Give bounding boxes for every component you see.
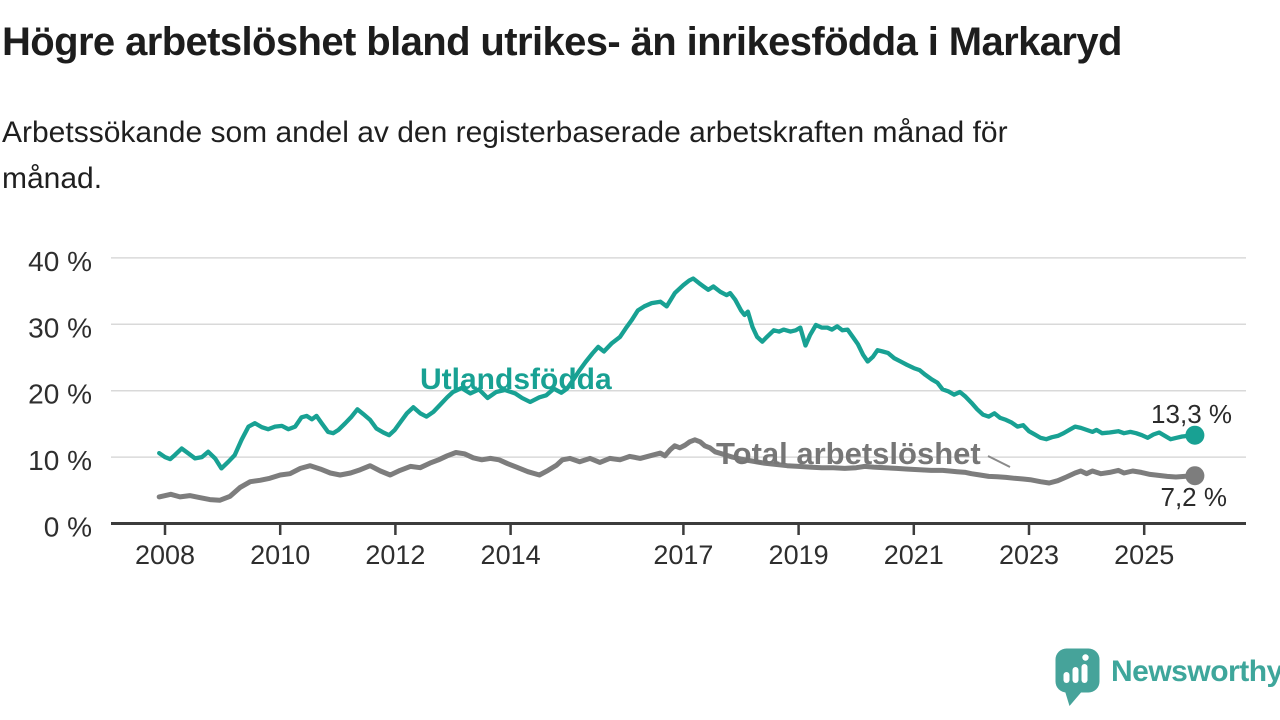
y-tick-label: 40 % [28, 246, 92, 277]
subtitle-line-1: Arbetssökande som andel av den registerb… [2, 116, 1008, 149]
gridlines: 0 % 10 % 20 % 30 % 40 % [28, 246, 1246, 543]
y-tick-label: 20 % [28, 379, 92, 410]
subtitle-line-2: månad. [2, 162, 103, 195]
page-title: Högre arbetslöshet bland utrikes- än inr… [2, 20, 1122, 64]
series-line-utlandsfodda [157, 276, 1198, 471]
label-leader-line [987, 455, 1011, 468]
series-line-total [156, 437, 1198, 503]
x-tick-label: 2019 [769, 540, 829, 570]
x-tick-label: 2025 [1114, 540, 1174, 570]
newsworthy-logo: Newsworthy [1055, 648, 1280, 708]
y-tick-label: 0 % [44, 512, 92, 543]
x-tick-label: 2012 [365, 540, 425, 570]
x-tick-label: 2010 [250, 540, 310, 570]
value-label-utlandsfodda: 13,3 % [1151, 399, 1232, 429]
x-tick-label: 2023 [999, 540, 1059, 570]
x-tick-label: 2008 [135, 540, 195, 570]
series-label-utlandsfodda: Utlandsfödda [420, 363, 612, 396]
newsworthy-logo-text: Newsworthy [1111, 655, 1280, 688]
value-label-total: 7,2 % [1161, 482, 1228, 512]
series-lines [156, 276, 1198, 503]
x-tick-label: 2014 [481, 540, 541, 570]
x-tick-label: 2017 [653, 540, 713, 570]
x-axis: 2008 2010 2012 2014 2017 2019 2021 2023 2025 [111, 522, 1246, 570]
y-tick-label: 30 % [28, 312, 92, 343]
x-tick-label: 2021 [884, 540, 944, 570]
bar-chart-bubble-icon [1055, 648, 1100, 706]
series-label-total: Total arbetslöshet [716, 436, 981, 471]
end-dot-total [1185, 466, 1205, 486]
y-tick-label: 10 % [28, 445, 92, 476]
end-dot-utlandsfodda [1185, 425, 1205, 445]
chart-subtitle: Arbetssökande som andel av den registerb… [2, 110, 1008, 202]
